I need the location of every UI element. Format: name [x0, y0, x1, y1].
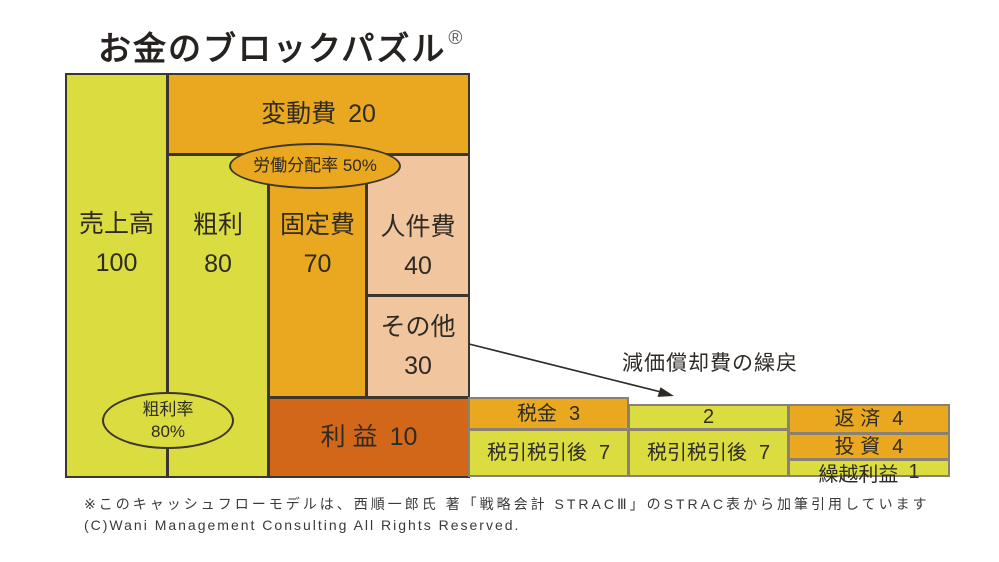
block-carryover-profit-value: 1 — [908, 460, 920, 483]
block-after-tax-left-label: 税引税引後 — [486, 442, 587, 464]
block-tax-value: 3 — [568, 402, 581, 425]
block-gross-profit-label: 粗利 — [192, 211, 243, 239]
block-investment-value: 4 — [892, 435, 904, 458]
block-tax: 税金 3 — [468, 397, 629, 430]
footer: ※このキャッシュフローモデルは、西順一郎氏 著「戦略会計 STRACⅢ」のSTR… — [84, 494, 930, 536]
block-after-tax-right-value: 7 — [758, 442, 771, 464]
block-other-costs-value: 30 — [404, 351, 432, 380]
block-carryover-profit-text: 繰越利益 1 — [788, 458, 950, 486]
block-sales-label: 売上高 — [78, 210, 154, 238]
footer-note: ※このキャッシュフローモデルは、西順一郎氏 著「戦略会計 STRACⅢ」のSTR… — [84, 496, 930, 512]
block-gross-profit-value: 80 — [204, 249, 232, 278]
block-depreciation-back-value: 2 — [702, 406, 715, 428]
block-fixed-costs-label: 固定費 — [279, 211, 355, 239]
labor-share-badge-text: 労働分配率 50% — [253, 156, 377, 176]
block-depreciation-back: 2 — [628, 404, 789, 430]
gross-margin-badge-line1: 粗利率 — [142, 400, 194, 420]
block-fixed-costs: 固定費 70 — [268, 154, 367, 398]
block-repayment-label: 返 済 — [834, 408, 881, 430]
block-carryover-profit-label: 繰越利益 — [818, 463, 899, 486]
footer-copyright: (C)Wani Management Consulting All Rights… — [84, 517, 521, 533]
block-other-costs: その他 30 — [366, 295, 470, 398]
block-repayment: 返 済 4 — [788, 404, 950, 434]
depreciation-label: 減価償却費の繰戻 — [622, 352, 798, 375]
block-profit: 利 益 10 — [268, 397, 470, 478]
block-after-tax-right-label: 税引税引後 — [646, 442, 747, 464]
block-variable-costs-value: 20 — [348, 99, 376, 128]
block-after-tax-left-value: 7 — [598, 442, 611, 464]
block-investment-label: 投 資 — [834, 435, 881, 458]
block-profit-label: 利 益 — [320, 423, 378, 452]
labor-share-badge: 労働分配率 50% — [229, 143, 401, 189]
block-after-tax-left: 税引税引後 7 — [468, 429, 629, 477]
block-personnel-costs-label: 人件費 — [380, 213, 456, 241]
block-variable-costs: 変動費 20 — [167, 73, 470, 155]
block-other-costs-label: その他 — [380, 313, 456, 341]
gross-margin-badge: 粗利率 80% — [102, 392, 234, 449]
block-investment: 投 資 4 — [788, 433, 950, 460]
registered-trademark-icon: ® — [448, 28, 465, 49]
title-text: お金のブロックパズル — [98, 30, 447, 67]
block-fixed-costs-value: 70 — [303, 249, 332, 278]
block-sales-value: 100 — [95, 248, 138, 277]
block-carryover-profit — [788, 459, 950, 477]
gross-margin-badge-line2: 80% — [150, 421, 186, 441]
block-after-tax-right: 税引税引後 7 — [628, 429, 789, 477]
block-variable-costs-label: 変動費 — [261, 99, 337, 128]
block-tax-label: 税金 — [516, 402, 557, 425]
page-title: お金のブロックパズル ® — [98, 22, 462, 70]
block-repayment-value: 4 — [892, 408, 904, 430]
block-profit-value: 10 — [389, 423, 418, 452]
block-personnel-costs-value: 40 — [404, 251, 432, 280]
